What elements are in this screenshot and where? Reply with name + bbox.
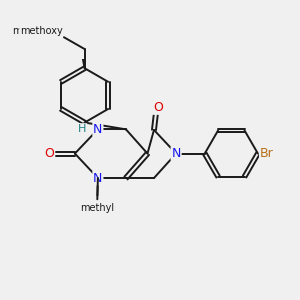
Text: H: H: [78, 124, 87, 134]
Text: O: O: [76, 43, 86, 56]
Text: methyl: methyl: [80, 203, 114, 213]
Text: O: O: [44, 147, 54, 160]
Text: N: N: [171, 147, 181, 160]
Text: O: O: [80, 43, 89, 56]
Text: methoxy: methoxy: [20, 26, 62, 36]
Text: N: N: [93, 172, 103, 184]
Bar: [74, 196, 122, 219]
Bar: [40, 15, 105, 59]
Text: N: N: [93, 123, 103, 136]
Text: Br: Br: [260, 147, 274, 160]
Text: methyl: methyl: [80, 202, 114, 212]
Text: O: O: [153, 101, 163, 114]
Text: methoxy: methoxy: [12, 26, 55, 36]
